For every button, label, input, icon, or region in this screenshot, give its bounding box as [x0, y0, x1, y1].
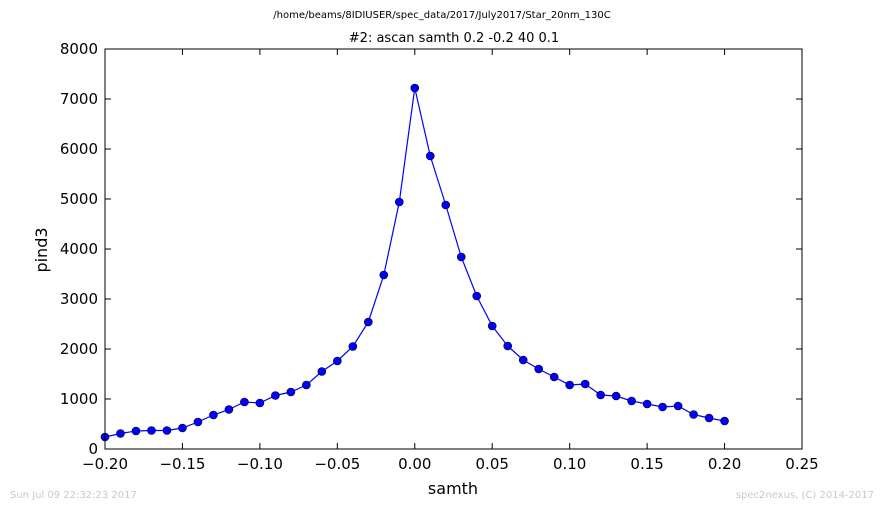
- y-tick-label: 1000: [60, 390, 98, 408]
- x-tick-label: 0.15: [630, 455, 663, 473]
- y-tick-label: 7000: [60, 90, 98, 108]
- data-point: [720, 416, 729, 426]
- y-axis-label: pind3: [32, 227, 51, 272]
- x-tick-label: 0.25: [785, 455, 818, 473]
- data-point: [209, 410, 218, 420]
- y-tick-label: 2000: [60, 340, 98, 358]
- data-point: [534, 364, 543, 374]
- data-point: [596, 390, 605, 400]
- data-point: [565, 380, 574, 390]
- data-point: [394, 197, 404, 207]
- x-tick-label: 0.20: [708, 455, 741, 473]
- data-point: [472, 291, 482, 301]
- x-tick-label: −0.20: [82, 455, 128, 473]
- data-point: [580, 379, 590, 389]
- data-point: [255, 398, 265, 408]
- data-point: [379, 270, 389, 280]
- data-point: [425, 151, 435, 161]
- data-point: [348, 342, 358, 351]
- x-tick-label: −0.05: [314, 455, 360, 473]
- series-layer: [100, 83, 729, 442]
- x-tick-label: 0.00: [398, 455, 431, 473]
- data-point: [131, 426, 141, 436]
- data-point: [286, 387, 296, 397]
- y-tick-label: 6000: [60, 140, 98, 158]
- data-point: [441, 200, 451, 210]
- y-tick-label: 0: [88, 440, 98, 458]
- data-point: [658, 402, 667, 412]
- footer-timestamp: Sun Jul 09 22:32:23 2017: [10, 490, 137, 501]
- footer-credit: spec2nexus, (C) 2014-2017: [736, 490, 874, 501]
- data-point: [162, 426, 172, 435]
- data-point: [302, 380, 311, 390]
- data-point: [271, 391, 280, 400]
- file-path: /home/beams/8IDIUSER/spec_data/2017/July…: [273, 10, 610, 21]
- data-point: [147, 426, 156, 435]
- data-point: [178, 423, 187, 433]
- data-point: [689, 410, 698, 419]
- data-point: [364, 317, 373, 327]
- data-point: [549, 372, 559, 382]
- data-point: [518, 355, 528, 365]
- x-tick-label: −0.15: [159, 455, 205, 473]
- x-tick-label: −0.10: [237, 455, 283, 473]
- y-tick-label: 8000: [60, 40, 98, 58]
- data-point: [704, 413, 714, 423]
- y-tick-label: 3000: [60, 290, 98, 308]
- x-tick-label: 0.05: [476, 455, 509, 473]
- data-point: [193, 417, 203, 427]
- data-point: [240, 397, 249, 407]
- y-tick-label: 5000: [60, 190, 98, 208]
- data-point: [673, 401, 683, 411]
- data-point: [116, 429, 125, 438]
- ticks-layer: −0.20 −0.15 −0.10 −0.05 0.00 0.05 0.10 0.15 0.20…: [60, 40, 819, 473]
- x-tick-label: 0.10: [553, 455, 586, 473]
- x-axis-label: samth: [428, 479, 478, 498]
- data-point: [611, 391, 621, 401]
- data-point: [410, 83, 420, 93]
- data-point: [487, 321, 497, 331]
- data-point: [503, 341, 513, 351]
- data-point: [317, 367, 327, 376]
- data-point: [224, 405, 234, 414]
- data-point: [627, 396, 636, 406]
- plot-frame: [104, 48, 803, 450]
- series-line: [104, 87, 725, 438]
- data-point: [456, 252, 466, 262]
- chart-title: #2: ascan samth 0.2 -0.2 40 0.1: [349, 31, 559, 46]
- y-tick-label: 4000: [60, 240, 98, 258]
- data-point: [333, 356, 342, 366]
- data-point: [642, 399, 652, 409]
